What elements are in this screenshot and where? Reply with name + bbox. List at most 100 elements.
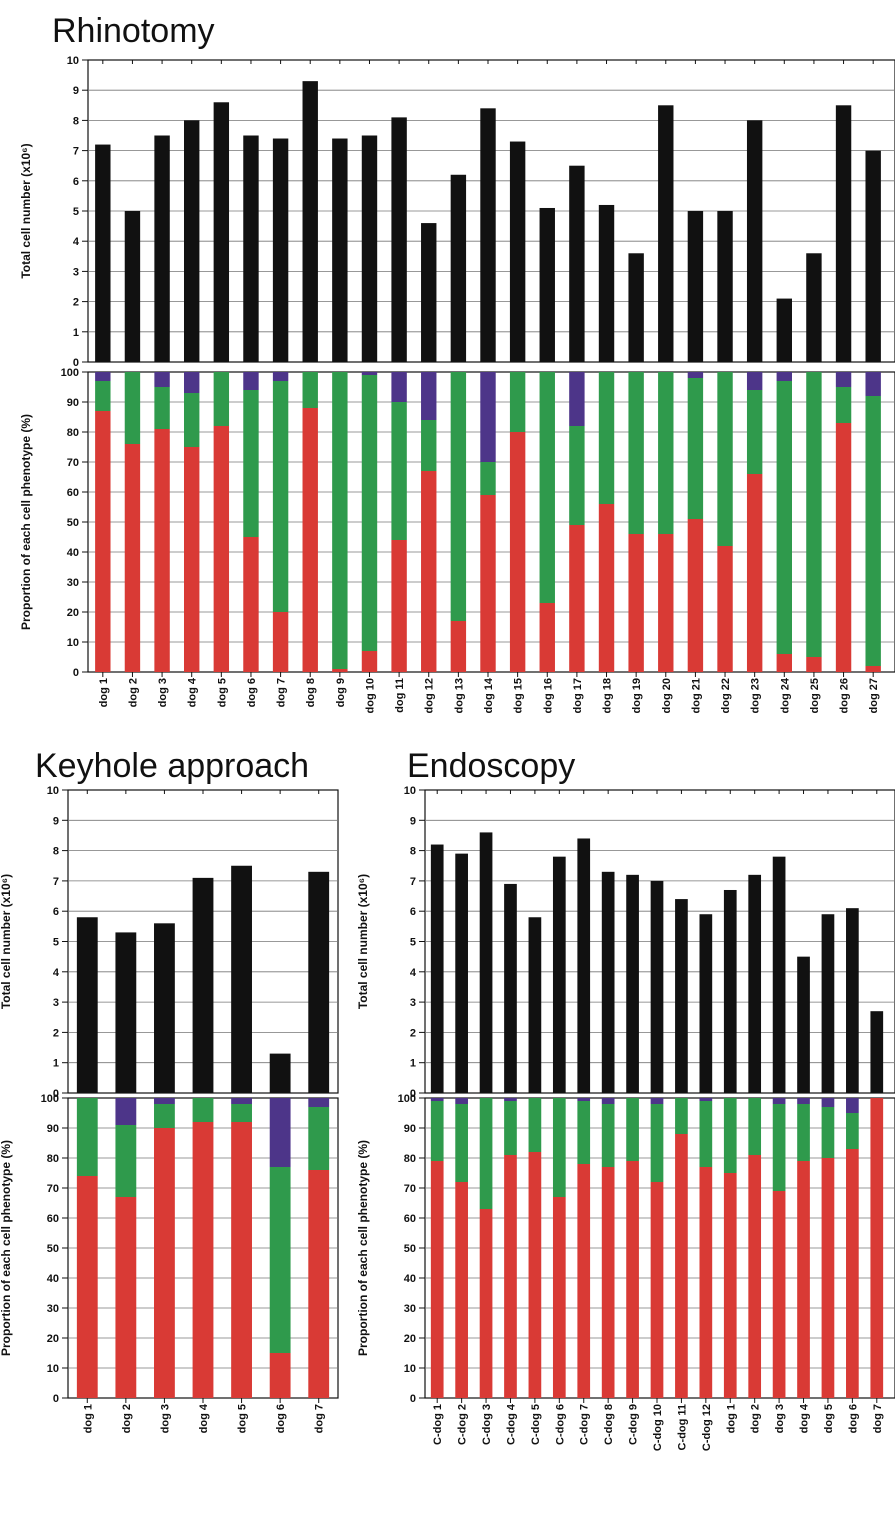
x-category-label: dog 14	[483, 677, 495, 713]
y-tick-label: 10	[404, 1363, 416, 1375]
stacked-bar-purple	[797, 1098, 810, 1104]
stacked-bar-green	[601, 1104, 615, 1167]
x-category-label: dog 8	[305, 678, 317, 707]
total-bar	[192, 877, 214, 1093]
y-tick-label: 70	[67, 457, 79, 469]
stacked-bar-green	[699, 1101, 713, 1167]
x-category-label: dog 23	[750, 678, 762, 713]
stacked-bar-green	[598, 372, 615, 504]
x-category-label: dog 7	[276, 678, 288, 707]
x-category-label: C-dog 3	[481, 1404, 493, 1445]
y-tick-label: 3	[73, 266, 79, 278]
x-category-label: C-dog 11	[676, 1404, 688, 1450]
stacked-bar-red	[552, 1197, 566, 1398]
total-bar	[601, 871, 615, 1093]
y-tick-label: 90	[404, 1123, 416, 1135]
y-tick-label: 80	[67, 427, 79, 439]
x-category-label: dog 24	[779, 677, 791, 713]
total-bar	[797, 956, 810, 1093]
stacked-bar-green	[95, 381, 111, 411]
x-category-label: dog 4	[799, 1403, 811, 1433]
stacked-bar-red	[192, 1122, 214, 1398]
x-category-label: dog 18	[602, 678, 614, 713]
stacked-bar-red	[115, 1197, 137, 1398]
y-axis-label-proportion: Proportion of each cell phenotype (%)	[0, 1140, 13, 1356]
stacked-bar-red	[806, 657, 822, 672]
stacked-bar-red	[748, 1155, 762, 1398]
stacked-bar-red	[509, 432, 526, 672]
total-bar	[865, 150, 881, 362]
total-bar	[115, 932, 137, 1093]
total-bar	[243, 135, 259, 362]
y-tick-label: 10	[47, 785, 59, 797]
stacked-bar-green	[421, 420, 437, 471]
stacked-bar-green	[748, 1098, 762, 1155]
stacked-bar-purple	[569, 372, 585, 426]
stacked-bar-green	[504, 1101, 517, 1155]
y-axis-label-total: Total cell number (x10⁶)	[19, 143, 33, 278]
x-category-label: C-dog 12	[701, 1404, 713, 1451]
stacked-bar-green	[717, 372, 733, 546]
y-tick-label: 10	[67, 55, 79, 67]
y-tick-label: 20	[47, 1333, 59, 1345]
total-bar	[308, 871, 330, 1093]
stacked-bar-red	[675, 1134, 688, 1398]
x-category-label: C-dog 9	[628, 1404, 640, 1445]
stacked-bar-purple	[480, 372, 496, 462]
stacked-bar-purple	[308, 1098, 330, 1107]
stacked-bar-red	[184, 447, 200, 672]
y-tick-label: 4	[410, 967, 417, 979]
total-bar	[846, 908, 859, 1093]
y-tick-label: 50	[404, 1243, 416, 1255]
stacked-bar-purple	[865, 372, 881, 396]
stacked-bar-red	[430, 1161, 444, 1398]
stacked-bar-green	[479, 1098, 493, 1209]
y-tick-label: 100	[398, 1093, 416, 1105]
stacked-bar-green	[675, 1098, 688, 1134]
stacked-bar-green	[76, 1098, 98, 1176]
y-tick-label: 60	[47, 1213, 59, 1225]
x-category-label: dog 1	[82, 1404, 94, 1433]
y-tick-label: 0	[73, 667, 79, 679]
total-bar	[231, 865, 252, 1093]
stacked-bar-red	[687, 519, 704, 672]
y-tick-label: 1	[73, 327, 79, 339]
total-bar	[628, 253, 644, 362]
stacked-bar-purple	[269, 1098, 291, 1167]
y-tick-label: 70	[47, 1183, 59, 1195]
stacked-bar-red	[154, 429, 170, 672]
panel-title: Keyhole approach	[35, 747, 309, 785]
y-tick-label: 3	[53, 997, 59, 1009]
x-category-label: dog 10	[364, 678, 376, 713]
stacked-bar-red	[480, 495, 496, 672]
x-category-label: dog 17	[572, 678, 584, 713]
total-bar	[504, 883, 517, 1093]
y-tick-label: 6	[53, 906, 59, 918]
total-bar	[272, 138, 289, 362]
y-tick-label: 1	[53, 1058, 59, 1070]
stacked-bar-green	[243, 390, 259, 537]
stacked-bar-green	[835, 387, 852, 423]
x-category-label: dog 5	[823, 1404, 835, 1433]
panel-endoscopy: Endoscopy 0 1 2 3 4 5 6 7 8 9 10 Total cell number (…	[356, 747, 895, 1451]
x-category-label: dog 3	[157, 678, 169, 707]
total-bar	[650, 880, 664, 1093]
x-category-label: dog 21	[690, 678, 702, 713]
total-bar	[154, 135, 170, 362]
y-tick-label: 5	[53, 937, 59, 949]
stacked-bar-red	[421, 471, 437, 672]
stacked-bar-red	[213, 426, 230, 672]
stacked-bar-green	[154, 387, 170, 429]
total-bar	[124, 211, 141, 362]
stacked-bar-red	[332, 669, 348, 672]
stacked-bar-red	[231, 1122, 252, 1398]
x-category-label: dog 5	[216, 678, 228, 707]
total-bar	[421, 223, 437, 362]
stacked-bar-green	[821, 1107, 835, 1158]
total-bar	[776, 298, 792, 362]
x-category-label: dog 1	[98, 678, 110, 707]
stacked-bar-green	[154, 1104, 175, 1128]
total-bar	[748, 874, 762, 1093]
stacked-bar-green	[231, 1104, 252, 1122]
stacked-bar-purple	[846, 1098, 859, 1113]
